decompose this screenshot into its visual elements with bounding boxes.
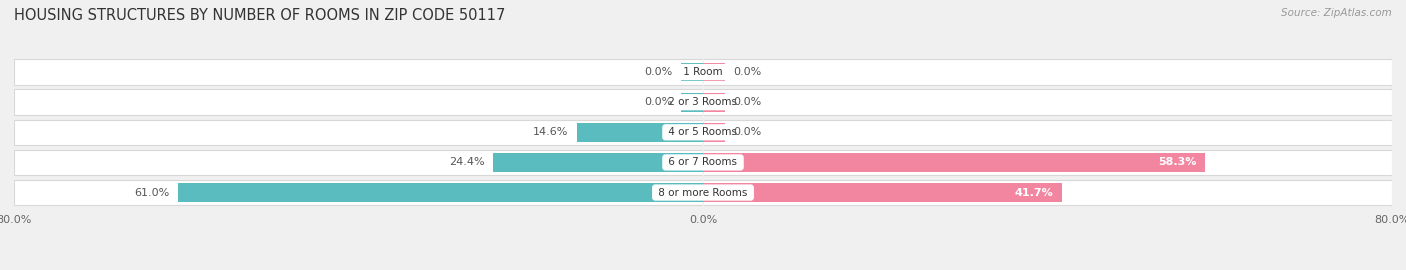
Bar: [682, 93, 703, 112]
Bar: [703, 153, 1205, 172]
Bar: [14, 89, 1392, 115]
Text: 0.0%: 0.0%: [644, 67, 673, 77]
Bar: [703, 63, 724, 81]
Bar: [177, 183, 703, 202]
Bar: [14, 59, 1392, 85]
Text: 41.7%: 41.7%: [1015, 188, 1053, 198]
Text: 0.0%: 0.0%: [733, 127, 762, 137]
Text: 2 or 3 Rooms: 2 or 3 Rooms: [665, 97, 741, 107]
Text: 6 or 7 Rooms: 6 or 7 Rooms: [665, 157, 741, 167]
Text: 0.0%: 0.0%: [733, 67, 762, 77]
Text: 14.6%: 14.6%: [533, 127, 568, 137]
Text: 0.0%: 0.0%: [733, 97, 762, 107]
Bar: [14, 180, 1392, 205]
Bar: [703, 123, 724, 142]
Text: HOUSING STRUCTURES BY NUMBER OF ROOMS IN ZIP CODE 50117: HOUSING STRUCTURES BY NUMBER OF ROOMS IN…: [14, 8, 505, 23]
Bar: [578, 123, 703, 142]
Bar: [682, 63, 703, 81]
Text: 24.4%: 24.4%: [449, 157, 484, 167]
Bar: [14, 120, 1392, 145]
Text: 4 or 5 Rooms: 4 or 5 Rooms: [665, 127, 741, 137]
Text: Source: ZipAtlas.com: Source: ZipAtlas.com: [1281, 8, 1392, 18]
Text: 0.0%: 0.0%: [644, 97, 673, 107]
Text: 8 or more Rooms: 8 or more Rooms: [655, 188, 751, 198]
Text: 61.0%: 61.0%: [134, 188, 169, 198]
Bar: [703, 93, 724, 112]
Text: 58.3%: 58.3%: [1159, 157, 1197, 167]
Text: 1 Room: 1 Room: [681, 67, 725, 77]
Bar: [494, 153, 703, 172]
Legend: Owner-occupied, Renter-occupied: Owner-occupied, Renter-occupied: [572, 268, 834, 270]
Bar: [14, 150, 1392, 175]
Bar: [703, 183, 1062, 202]
